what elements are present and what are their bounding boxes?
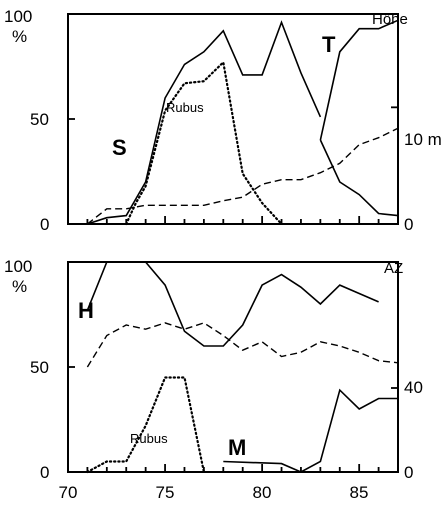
bottom-series-m (223, 388, 398, 473)
top-series-h-he (86, 127, 399, 225)
top-annotation-rubus: Rubus (166, 100, 204, 115)
bottom-ytick-100: 100 (4, 257, 32, 276)
xtick-label-80: 80 (253, 483, 272, 502)
top-series-rubus (125, 60, 283, 226)
bottom-y2tick-40: 40 (404, 378, 423, 397)
xtick-label-70: 70 (59, 483, 78, 502)
bottom-panel: 100 % 50 0 40 0 AZ H Rubus M 70 75 80 85 (4, 257, 423, 502)
top-y2tick-10m: 10 m (404, 130, 442, 149)
top-series-t (319, 19, 399, 141)
top-y-unit: % (12, 27, 27, 46)
bottom-series-lines (86, 261, 399, 474)
top-y2tick-0: 0 (404, 215, 413, 234)
top-ytick-100: 100 (4, 7, 32, 26)
top-annotation-s: S (112, 135, 127, 160)
xtick-label-85: 85 (350, 483, 369, 502)
bottom-annotation-h: H (78, 298, 94, 323)
top-ytick-50: 50 (30, 110, 49, 129)
xtick-label-75: 75 (156, 483, 175, 502)
bottom-ytick-0: 0 (40, 463, 49, 482)
bottom-annotation-rubus: Rubus (130, 431, 168, 446)
top-corner-label: Höhe (372, 11, 408, 28)
top-series-lines (86, 19, 399, 226)
bottom-annotation-m: M (228, 435, 246, 460)
top-series-s-t (319, 139, 399, 217)
top-ticks (67, 13, 399, 225)
top-ytick-0: 0 (40, 215, 49, 234)
top-panel: 100 % 50 0 10 m 0 Höhe S T Rubus (4, 7, 442, 234)
bottom-series-az (86, 322, 399, 368)
bottom-series-h (86, 261, 379, 347)
bottom-y-unit: % (12, 277, 27, 296)
bottom-corner-label: AZ (384, 260, 403, 277)
bottom-series-rubus (86, 376, 205, 474)
bottom-ytick-50: 50 (30, 358, 49, 377)
top-annotation-t: T (322, 32, 336, 57)
top-series-s (87, 20, 322, 225)
bottom-y2tick-0: 0 (404, 463, 413, 482)
